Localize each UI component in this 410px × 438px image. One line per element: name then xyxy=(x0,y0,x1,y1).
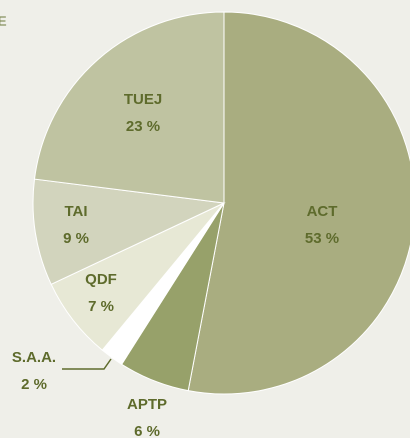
slice-value-label: 2 % xyxy=(21,376,47,393)
slice-value-label: 7 % xyxy=(88,298,114,315)
chart-title: E xyxy=(0,13,7,28)
slice-label: TAI xyxy=(64,203,87,220)
pie-slice xyxy=(33,11,225,204)
slice-value-label: 6 % xyxy=(134,423,160,438)
pie-slice xyxy=(187,11,410,395)
slice-label: TUEJ xyxy=(124,91,162,108)
slice-value-label: 9 % xyxy=(63,230,89,247)
pie-slice xyxy=(32,178,226,285)
slice-value-label: 53 % xyxy=(305,230,339,247)
leader-line xyxy=(62,358,112,370)
slice-label: APTP xyxy=(127,396,167,413)
slice-label: ACT xyxy=(307,203,338,220)
slice-label: S.A.A. xyxy=(12,349,56,366)
slice-value-label: 23 % xyxy=(126,118,160,135)
slice-label: QDF xyxy=(85,271,117,288)
